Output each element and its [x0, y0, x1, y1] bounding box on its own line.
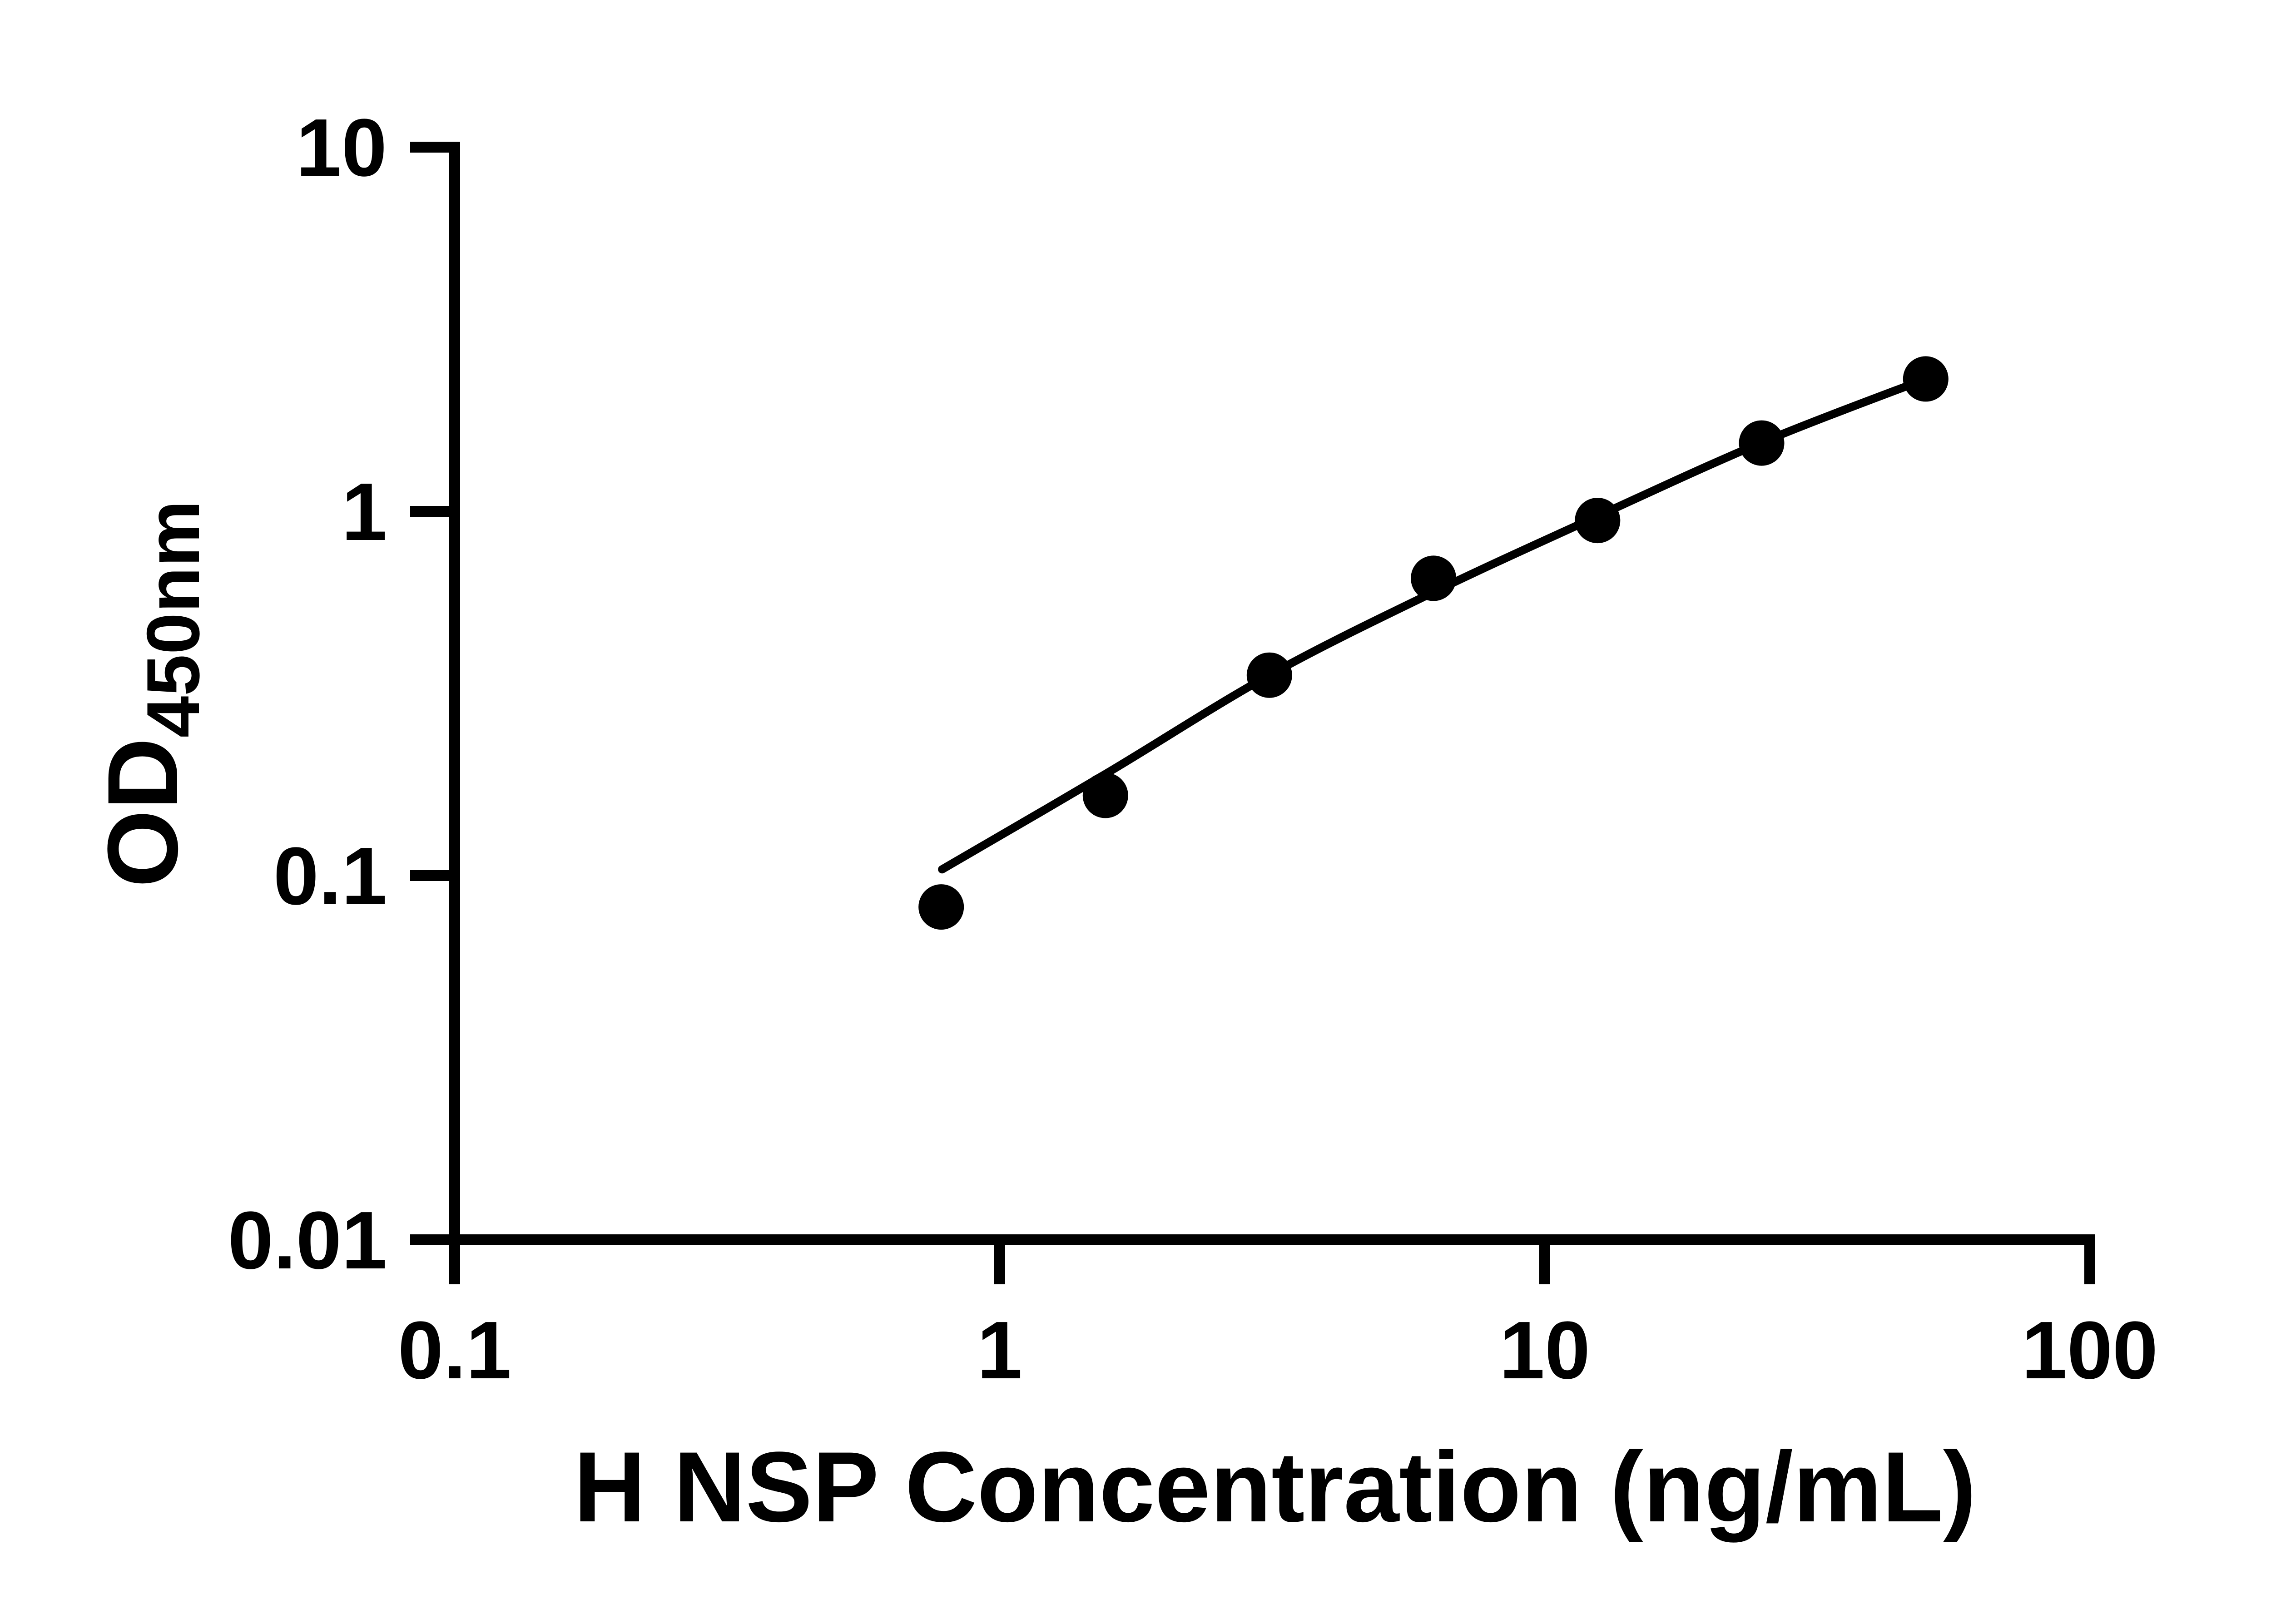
x-tick-label: 1 — [977, 1305, 1022, 1396]
data-point-marker — [1575, 498, 1621, 544]
data-point-marker — [1246, 652, 1292, 698]
y-axis-title-subscript: 450nm — [131, 500, 215, 738]
x-tick-label: 0.1 — [398, 1305, 511, 1396]
y-tick-label: 0.01 — [228, 1195, 387, 1286]
data-point-marker — [1411, 555, 1457, 601]
x-axis-title: H NSP Concentration (ng/mL) — [574, 1431, 1976, 1543]
y-tick-label: 0.1 — [273, 831, 387, 922]
x-tick-label: 10 — [1499, 1305, 1590, 1396]
data-point-marker — [1739, 420, 1785, 466]
data-point-marker — [918, 884, 964, 930]
x-tick-label: 100 — [2022, 1305, 2158, 1396]
y-tick-label: 1 — [342, 466, 387, 558]
data-point-marker — [1903, 356, 1949, 402]
plot-layer — [918, 356, 1949, 930]
y-axis-title-main: OD — [87, 738, 198, 887]
data-point-marker — [1082, 772, 1128, 818]
y-tick-label: 10 — [296, 102, 387, 193]
y-axis-title: OD450nm — [87, 500, 215, 888]
